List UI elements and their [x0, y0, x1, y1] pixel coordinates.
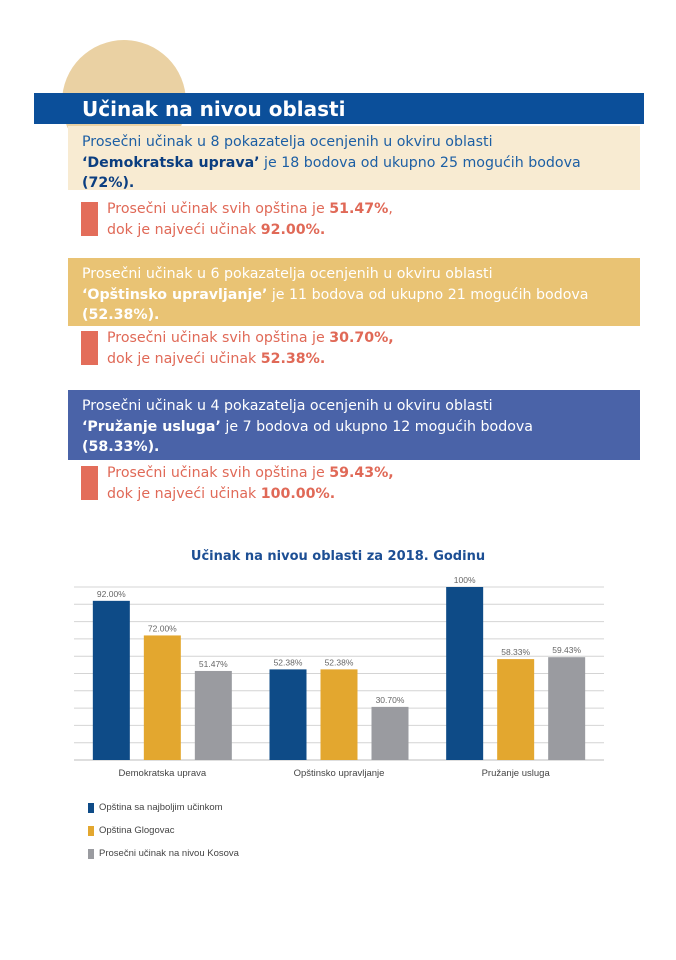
- bar: [92, 600, 130, 760]
- bar: [497, 659, 535, 760]
- chart-legend: Opština sa najboljim učinkom Opština Glo…: [88, 802, 239, 871]
- summary-text: je 18 bodova od ukupno 25 mogućih bodova: [259, 154, 581, 171]
- data-label: 58.33%: [501, 647, 530, 657]
- bar: [194, 670, 232, 760]
- data-label: 59.43%: [552, 645, 581, 655]
- bar: [320, 669, 358, 760]
- average-value: 59.43%,: [329, 465, 394, 481]
- data-label: 30.70%: [376, 695, 405, 705]
- note-marker: [81, 466, 98, 500]
- category-label: Opštinsko upravljanje: [294, 768, 385, 779]
- note-text: Prosečni učinak svih opština je: [107, 201, 330, 217]
- summary-text: Prosečni učinak u 6 pokazatelja ocenjeni…: [82, 266, 493, 282]
- legend-item: Opština sa najboljim učinkom: [88, 802, 239, 825]
- category-label: Pružanje usluga: [482, 768, 551, 779]
- area-percent: (52.38%).: [82, 307, 160, 323]
- data-label: 92.00%: [97, 589, 126, 599]
- area-percent: (58.33%).: [82, 439, 160, 455]
- legend-label: Opština Glogovac: [99, 825, 175, 836]
- bar: [143, 635, 181, 760]
- page-title: Učinak na nivou oblasti: [82, 97, 346, 121]
- average-value: 51.47%: [329, 201, 389, 217]
- summary-text: Prosečni učinak u 4 pokazatelja ocenjeni…: [82, 398, 493, 414]
- summary-box-service-delivery: Prosečni učinak u 4 pokazatelja ocenjeni…: [68, 390, 640, 460]
- bar: [269, 669, 307, 760]
- bar: [548, 657, 586, 760]
- note-text: dok je najveći učinak: [107, 350, 261, 367]
- data-label: 72.00%: [148, 623, 177, 633]
- note-text: Prosečni učinak svih opština je: [107, 465, 330, 481]
- note-text: dok je najveći učinak: [107, 221, 261, 238]
- note-text: ,: [388, 201, 393, 217]
- summary-text: Prosečni učinak u 8 pokazatelja ocenjeni…: [82, 134, 493, 150]
- average-value: 30.70%,: [329, 330, 394, 346]
- legend-label: Prosečni učinak na nivou Kosova: [99, 848, 239, 859]
- max-value: 92.00%.: [260, 221, 326, 238]
- legend-swatch: [88, 803, 94, 813]
- bar: [446, 587, 484, 760]
- data-label: 100%: [454, 575, 476, 585]
- data-label: 52.38%: [274, 657, 303, 667]
- area-percent: (72%).: [82, 175, 135, 191]
- legend-swatch: [88, 826, 94, 836]
- chart-title: Učinak na nivou oblasti za 2018. Godinu: [190, 549, 486, 564]
- note-text: Prosečni učinak svih opština je: [107, 330, 330, 346]
- note-text: dok je najveći učinak: [107, 485, 261, 502]
- note-marker: [81, 202, 98, 236]
- legend-label: Opština sa najboljim učinkom: [99, 802, 223, 813]
- area-name: ‘Demokratska uprava’: [82, 154, 260, 171]
- max-value: 52.38%.: [260, 350, 326, 367]
- summary-text: je 7 bodova od ukupno 12 mogućih bodova: [220, 418, 533, 435]
- area-name: ‘Pružanje usluga’: [82, 418, 221, 435]
- legend-item: Prosečni učinak na nivou Kosova: [88, 848, 239, 871]
- max-value: 100.00%.: [260, 485, 336, 502]
- bar: [371, 706, 409, 760]
- summary-text: je 11 bodova od ukupno 21 mogućih bodova: [267, 286, 589, 303]
- data-label: 52.38%: [325, 657, 354, 667]
- legend-item: Opština Glogovac: [88, 825, 239, 848]
- data-label: 51.47%: [199, 659, 228, 669]
- section-title-bar: Učinak na nivou oblasti: [34, 93, 644, 124]
- summary-box-democratic-governance: Prosečni učinak u 8 pokazatelja ocenjeni…: [68, 126, 640, 191]
- category-label: Demokratska uprava: [119, 768, 207, 779]
- area-name: ‘Opštinsko upravljanje’: [82, 286, 268, 303]
- note-marker: [81, 331, 98, 365]
- legend-swatch: [88, 849, 94, 859]
- area-performance-chart: 92.00% 72.00% 51.47% Demokratska uprava 52.3…: [74, 575, 604, 779]
- summary-box-municipal-management: Prosečni učinak u 6 pokazatelja ocenjeni…: [68, 258, 640, 326]
